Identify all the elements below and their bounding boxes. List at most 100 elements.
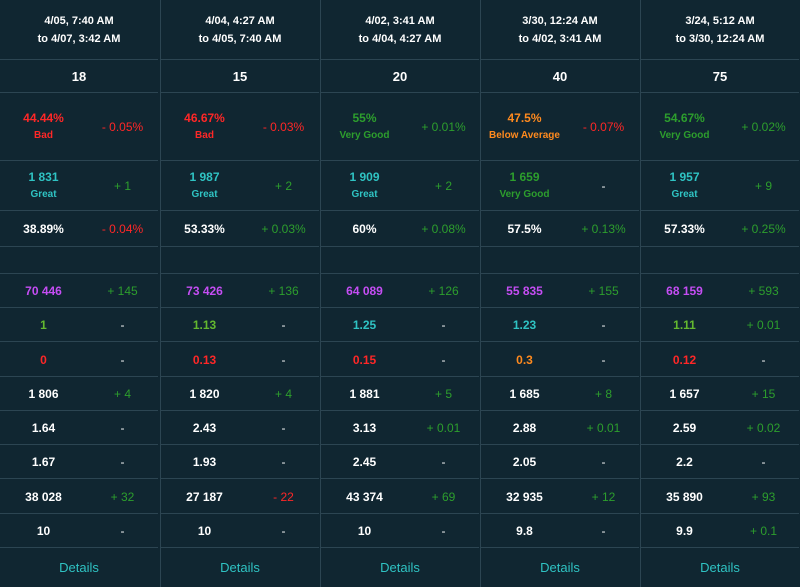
stat-value: 1 806 xyxy=(28,386,59,401)
details-link[interactable]: Details xyxy=(380,560,420,575)
rating-row: 1 831 Great + 1 xyxy=(0,161,158,211)
stat-delta: + 0.01 xyxy=(586,420,621,435)
stat-value: 43 374 xyxy=(346,489,383,504)
rating-delta: + 1 xyxy=(113,178,131,193)
stat-row: 1 657 + 15 xyxy=(641,377,799,411)
stat-delta: + 93 xyxy=(751,489,776,504)
stat-value: 0.12 xyxy=(672,352,697,367)
rating-delta: + 2 xyxy=(274,178,292,193)
stat-row: 32 935 + 12 xyxy=(481,480,639,514)
stat-row: 0.13 - xyxy=(161,343,319,377)
stat-row: 2.88 + 0.01 xyxy=(481,411,639,445)
rating-delta: + 2 xyxy=(434,178,452,193)
stat-value: 38 028 xyxy=(25,489,62,504)
stat-row: 9.9 + 0.1 xyxy=(641,514,799,548)
survival-delta: + 0.13% xyxy=(581,221,626,236)
section-divider xyxy=(0,247,158,274)
winrate-value-group: 46.67% Bad xyxy=(161,109,248,145)
stat-delta: - xyxy=(120,317,125,332)
stat-value: 2.2 xyxy=(676,454,693,469)
period-end: to 4/05, 7:40 AM xyxy=(198,32,282,45)
stat-delta: + 5 xyxy=(434,386,452,401)
stat-value: 2.59 xyxy=(672,420,697,435)
stat-value: 35 890 xyxy=(666,489,703,504)
period-start: 3/30, 12:24 AM xyxy=(522,14,598,27)
stat-value: 1 657 xyxy=(669,386,700,401)
period-range: 4/04, 4:27 AM to 4/05, 7:40 AM xyxy=(161,0,319,60)
stat-value: 0.13 xyxy=(192,352,217,367)
details-link[interactable]: Details xyxy=(540,560,580,575)
stat-delta: + 136 xyxy=(268,283,299,298)
stat-delta: - xyxy=(441,523,446,538)
stat-value: 1.93 xyxy=(192,454,217,469)
section-divider xyxy=(481,247,639,274)
stat-row: 0.15 - xyxy=(321,343,479,377)
stat-delta: - xyxy=(441,454,446,469)
stat-value: 68 159 xyxy=(666,283,703,298)
details-link[interactable]: Details xyxy=(220,560,260,575)
stat-row: 1 806 + 4 xyxy=(0,377,158,411)
survival-row: 60% + 0.08% xyxy=(321,211,479,247)
stat-delta: + 155 xyxy=(588,283,619,298)
winrate-label: Bad xyxy=(34,129,53,141)
rating-label: Great xyxy=(351,188,378,200)
winrate-row: 44.44% Bad - 0.05% xyxy=(0,93,158,161)
stat-row: 68 159 + 593 xyxy=(641,274,799,308)
winrate-label: Bad xyxy=(195,129,214,141)
survival-row: 53.33% + 0.03% xyxy=(161,211,319,247)
survival-row: 57.5% + 0.13% xyxy=(481,211,639,247)
stat-row: 73 426 + 136 xyxy=(161,274,319,308)
stat-delta: + 0.1 xyxy=(749,523,778,538)
stat-delta: + 0.01 xyxy=(746,317,781,332)
period-end: to 4/04, 4:27 AM xyxy=(358,32,442,45)
stat-delta: + 4 xyxy=(113,386,131,401)
stat-delta: + 593 xyxy=(748,283,779,298)
stat-value: 1 881 xyxy=(349,386,380,401)
stat-delta: - xyxy=(281,420,286,435)
rating-value-group: 1 659 Very Good xyxy=(481,168,568,204)
details-link[interactable]: Details xyxy=(59,560,99,575)
session-column-1: 4/05, 7:40 AM to 4/07, 3:42 AM 18 44.44% Bad… xyxy=(0,0,158,587)
winrate-value-group: 44.44% Bad xyxy=(0,109,87,145)
session-column-3: 4/02, 3:41 AM to 4/04, 4:27 AM 20 55% Very G… xyxy=(320,0,479,587)
battle-count: 15 xyxy=(161,60,319,93)
stat-delta: - xyxy=(761,454,766,469)
stat-row: 1.23 - xyxy=(481,308,639,342)
winrate-value: 54.67% xyxy=(664,110,705,125)
section-divider xyxy=(161,247,319,274)
stat-value: 9.9 xyxy=(676,523,693,538)
winrate-value-group: 54.67% Very Good xyxy=(641,109,728,145)
period-range: 3/30, 12:24 AM to 4/02, 3:41 AM xyxy=(481,0,639,60)
winrate-value-group: 47.5% Below Average xyxy=(481,109,568,145)
survival-delta: + 0.03% xyxy=(261,221,306,236)
stat-value: 55 835 xyxy=(506,283,543,298)
rating-value: 1 659 xyxy=(509,169,540,184)
stat-value: 1 xyxy=(40,317,47,332)
stat-delta: + 126 xyxy=(428,283,459,298)
winrate-value: 44.44% xyxy=(23,110,64,125)
rating-row: 1 659 Very Good - xyxy=(481,161,639,211)
stat-row: 1.13 - xyxy=(161,308,319,342)
rating-delta: - xyxy=(601,178,606,193)
survival-value: 57.33% xyxy=(664,221,705,236)
stat-value: 1.13 xyxy=(192,317,217,332)
winrate-value: 55% xyxy=(352,110,377,125)
stat-delta: - xyxy=(601,454,606,469)
stat-row: 3.13 + 0.01 xyxy=(321,411,479,445)
stat-row: 2.2 - xyxy=(641,445,799,479)
stat-value: 1.23 xyxy=(512,317,537,332)
details-link[interactable]: Details xyxy=(700,560,740,575)
stat-delta: + 145 xyxy=(107,283,138,298)
stat-delta: - xyxy=(120,420,125,435)
stat-delta: + 69 xyxy=(431,489,456,504)
winrate-row: 55% Very Good + 0.01% xyxy=(321,93,479,161)
stat-delta: - xyxy=(601,317,606,332)
stat-delta: - xyxy=(601,352,606,367)
stat-value: 1 820 xyxy=(189,386,220,401)
period-range: 4/02, 3:41 AM to 4/04, 4:27 AM xyxy=(321,0,479,60)
stat-value: 2.05 xyxy=(512,454,537,469)
stat-row: 0.3 - xyxy=(481,343,639,377)
stat-value: 64 089 xyxy=(346,283,383,298)
rating-label: Very Good xyxy=(499,188,550,200)
survival-value: 38.89% xyxy=(23,221,64,236)
